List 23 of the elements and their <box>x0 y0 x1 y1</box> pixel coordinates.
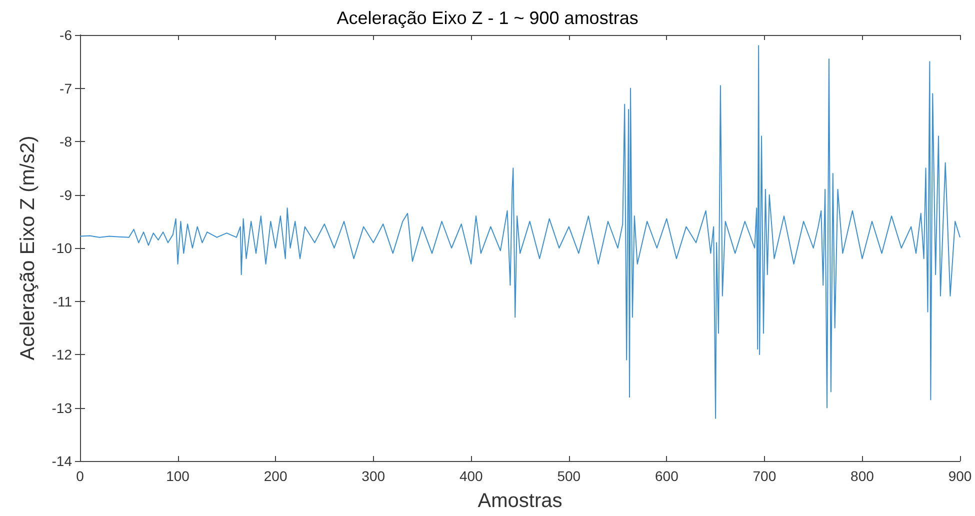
x-tick-label: 0 <box>76 468 84 484</box>
line-series <box>80 45 960 419</box>
x-axis-title: Amostras <box>478 490 562 512</box>
x-tick-label: 500 <box>557 468 581 484</box>
y-tick-label: -12 <box>52 346 72 362</box>
y-tick-label: -13 <box>52 400 72 416</box>
x-tick-label: 600 <box>654 468 679 484</box>
x-tick-label: 300 <box>362 468 386 484</box>
chart-title: Aceleração Eixo Z - 1 ~ 900 amostras <box>336 8 638 28</box>
x-tick-label: 400 <box>459 468 484 484</box>
y-tick-label: -8 <box>60 134 72 150</box>
y-tick-label: -14 <box>52 453 72 469</box>
y-tick-label: -7 <box>60 80 72 96</box>
x-tick-label: 200 <box>264 468 288 484</box>
y-tick-label: -10 <box>52 240 72 256</box>
x-tick-label: 800 <box>850 468 874 484</box>
y-tick-label: -9 <box>60 186 72 203</box>
y-tick-label: -11 <box>52 293 72 310</box>
x-tick-label: 700 <box>752 468 776 484</box>
y-axis-title: Aceleração Eixo Z (m/s2) <box>17 136 39 360</box>
x-tick-label: 900 <box>948 468 972 484</box>
y-tick-label: -6 <box>60 27 72 43</box>
x-tick-label: 100 <box>166 468 190 484</box>
